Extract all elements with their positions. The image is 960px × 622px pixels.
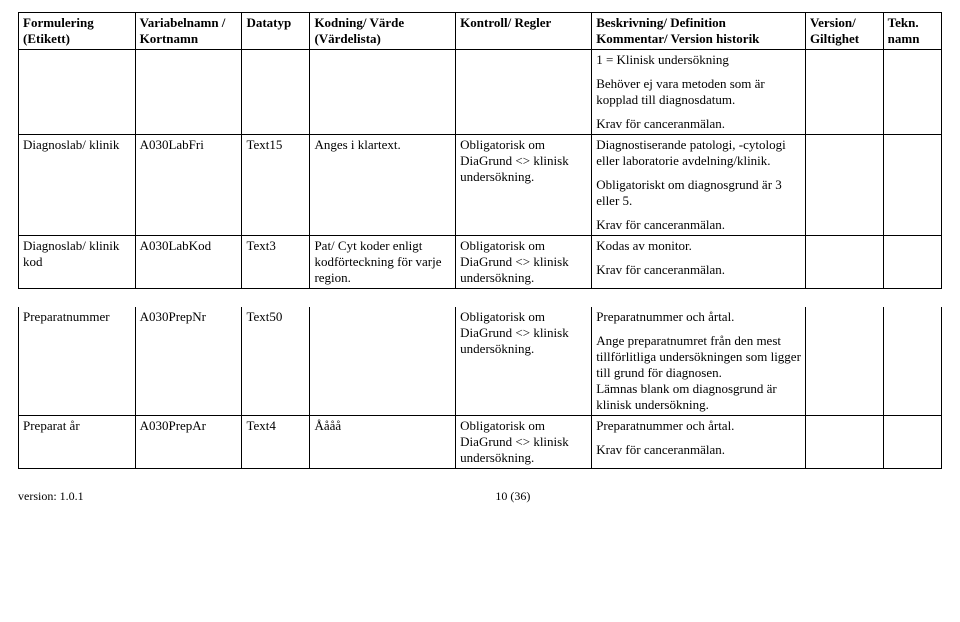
cell: [135, 50, 242, 135]
version-label: version: 1.0.1: [18, 489, 84, 504]
cell: [883, 50, 941, 135]
cell: Text15: [242, 135, 310, 236]
table-header-row: Formulering (Etikett)Variabelnamn / Kort…: [19, 13, 942, 50]
cell: Text4: [242, 416, 310, 469]
cell: 1 = Klinisk undersökningBehöver ej vara …: [592, 50, 806, 135]
cell: Text50: [242, 307, 310, 416]
cell: [805, 416, 883, 469]
cell: [310, 50, 456, 135]
page-footer: version: 1.0.1 10 (36): [18, 489, 942, 504]
data-table: Formulering (Etikett)Variabelnamn / Kort…: [18, 12, 942, 469]
cell: Preparatnummer och årtal.Ange preparatnu…: [592, 307, 806, 416]
col-header-5: Beskrivning/ DefinitionKommentar/ Versio…: [592, 13, 806, 50]
col-header-0: Formulering (Etikett): [19, 13, 136, 50]
cell: Anges i klartext.: [310, 135, 456, 236]
cell: Obligatorisk om DiaGrund <> klinisk unde…: [456, 307, 592, 416]
cell: [805, 236, 883, 289]
cell: Kodas av monitor.Krav för canceranmälan.: [592, 236, 806, 289]
cell: Text3: [242, 236, 310, 289]
table-row: Preparat årA030PrepArText4ÅåååObligatori…: [19, 416, 942, 469]
cell: [242, 50, 310, 135]
cell: Preparat år: [19, 416, 136, 469]
cell: Diagnoslab/ klinik: [19, 135, 136, 236]
col-header-1: Variabelnamn / Kortnamn: [135, 13, 242, 50]
cell: Diagnostiserande patologi, -cytologi ell…: [592, 135, 806, 236]
cell: A030LabKod: [135, 236, 242, 289]
cell: [310, 307, 456, 416]
cell: Obligatorisk om DiaGrund <> klinisk unde…: [456, 236, 592, 289]
cell: Pat/ Cyt koder enligt kodförteckning för…: [310, 236, 456, 289]
col-header-7: Tekn. namn: [883, 13, 941, 50]
cell: Obligatorisk om DiaGrund <> klinisk unde…: [456, 416, 592, 469]
page-number: 10 (36): [495, 489, 530, 504]
cell: [883, 135, 941, 236]
cell: [883, 307, 941, 416]
col-header-3: Kodning/ Värde (Värdelista): [310, 13, 456, 50]
cell: [805, 135, 883, 236]
table-row: [19, 289, 942, 308]
table-row: PreparatnummerA030PrepNrText50 Obligatori…: [19, 307, 942, 416]
cell: Preparatnummer och årtal.Krav för cancer…: [592, 416, 806, 469]
table-row: Diagnoslab/ klinik kodA030LabKodText3Pat…: [19, 236, 942, 289]
cell: Åååå: [310, 416, 456, 469]
cell: A030PrepNr: [135, 307, 242, 416]
cell: Diagnoslab/ klinik kod: [19, 236, 136, 289]
col-header-2: Datatyp: [242, 13, 310, 50]
cell: [805, 307, 883, 416]
col-header-6: Version/ Giltighet: [805, 13, 883, 50]
table-row: 1 = Klinisk undersökningBehöver ej vara …: [19, 50, 942, 135]
cell: [883, 416, 941, 469]
cell: [19, 50, 136, 135]
cell: A030PrepAr: [135, 416, 242, 469]
table-row: Diagnoslab/ klinikA030LabFriText15Anges …: [19, 135, 942, 236]
cell: [805, 50, 883, 135]
col-header-4: Kontroll/ Regler: [456, 13, 592, 50]
cell: [456, 50, 592, 135]
cell: Preparatnummer: [19, 307, 136, 416]
cell: Obligatorisk om DiaGrund <> klinisk unde…: [456, 135, 592, 236]
cell: A030LabFri: [135, 135, 242, 236]
cell: [883, 236, 941, 289]
